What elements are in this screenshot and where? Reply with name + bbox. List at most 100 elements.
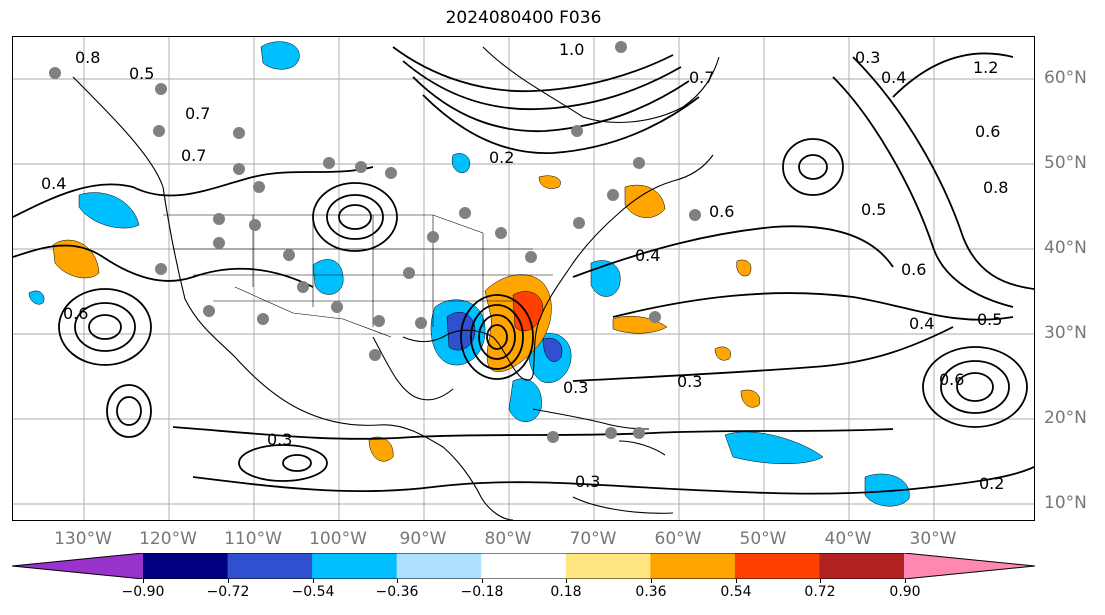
contour-label-layer: 0.8 0.5 0.7 1.0 0.7 0.3 0.4 1.2 0.6 0.8 … xyxy=(41,40,1008,493)
station-markers xyxy=(49,41,701,443)
station-dot xyxy=(571,125,583,137)
station-dot xyxy=(385,167,397,179)
colorbar-tickmark xyxy=(736,579,737,583)
contour-atlantic-north-1 xyxy=(798,154,828,180)
colorbar-tick-label: −0.54 xyxy=(291,584,335,600)
colorbar-segment xyxy=(143,553,229,579)
contour-label: 0.6 xyxy=(975,122,1000,141)
station-dot xyxy=(605,427,617,439)
colorbar-tick-label: 0.54 xyxy=(720,584,752,600)
contour-plains-low-2 xyxy=(326,194,384,240)
contour-north-lowest xyxy=(422,94,700,155)
contour-atlantic-mid-3 xyxy=(572,326,954,382)
contour-west-2 xyxy=(13,244,314,288)
lon-label-80w: 80°W xyxy=(484,529,532,549)
shade-orange-mexico xyxy=(368,436,394,462)
contour-atlantic-high-2 xyxy=(940,360,1010,414)
station-dot xyxy=(573,217,585,229)
contour-low-center-2 xyxy=(478,314,516,360)
shade-orange-atlantic-c xyxy=(736,259,752,277)
station-dot xyxy=(547,431,559,443)
shade-blue-plains xyxy=(312,259,344,295)
contour-atlantic-high-3 xyxy=(922,346,1028,428)
contour-pacific-south-2 xyxy=(106,384,152,438)
borders-states-horizontal xyxy=(173,248,553,302)
colorbar-tick-label: 0.90 xyxy=(889,584,921,600)
coastline xyxy=(72,46,720,520)
contour-label: 0.7 xyxy=(181,146,206,165)
colorbar-segment xyxy=(734,553,820,579)
station-dot xyxy=(415,317,427,329)
contour-label: 0.4 xyxy=(909,314,934,333)
contour-label: 0.3 xyxy=(563,378,588,397)
contour-label: 0.5 xyxy=(129,64,154,83)
colorbar-tick-label: 0.72 xyxy=(804,584,836,600)
contour-label: 0.5 xyxy=(861,200,886,219)
colorbar-segment xyxy=(904,553,1035,579)
contour-label: 0.3 xyxy=(855,48,880,67)
colorbar-tick-label: −0.18 xyxy=(460,584,504,600)
coast-mexico-yucatan xyxy=(372,336,454,401)
contour-atlantic-mid-2 xyxy=(612,292,1014,321)
colorbar-tick-label: 0.18 xyxy=(550,584,582,600)
station-dot xyxy=(495,227,507,239)
contour-low-center-1 xyxy=(486,324,508,350)
contour-pacific-south-1 xyxy=(116,396,142,426)
station-dot xyxy=(459,207,471,219)
contour-label: 0.6 xyxy=(63,304,88,323)
station-dot xyxy=(213,213,225,225)
contour-atlantic-ridge-1 xyxy=(832,76,1014,308)
colorbar-segment xyxy=(12,553,143,579)
contour-label: 0.7 xyxy=(689,68,714,87)
station-dot xyxy=(253,181,265,193)
station-dot xyxy=(49,67,61,79)
colorbar-tickmark xyxy=(228,579,229,583)
colorbar-tickmark xyxy=(397,579,398,583)
contour-plains-low-1 xyxy=(338,204,372,230)
station-dot xyxy=(615,41,627,53)
lon-label-100w: 100°W xyxy=(309,529,367,549)
contour-north-upper xyxy=(392,46,674,93)
contour-label: 0.7 xyxy=(185,104,210,123)
lat-label-60n: 60°N xyxy=(1044,68,1087,88)
colorbar-tickmark xyxy=(905,579,906,583)
shade-orange-atlantic-b xyxy=(740,389,761,408)
station-dot xyxy=(257,313,269,325)
contour-label: 0.6 xyxy=(901,260,926,279)
contour-label: 0.4 xyxy=(41,174,66,193)
contour-pacific-tropical-1 xyxy=(282,454,312,472)
station-dot xyxy=(323,157,335,169)
coast-us-east-gulf xyxy=(442,154,714,381)
contour-label: 0.5 xyxy=(977,310,1002,329)
colorbar-tickmark xyxy=(313,579,314,583)
contour-pacific-high-3 xyxy=(58,288,152,366)
political-borders xyxy=(163,214,553,338)
colorbar-tick-label: −0.36 xyxy=(375,584,419,600)
station-dot xyxy=(525,251,537,263)
station-dot xyxy=(155,83,167,95)
shade-blue-pacific-small xyxy=(28,290,45,305)
contour-pacific-tropical-2 xyxy=(238,444,328,482)
station-dot xyxy=(213,237,225,249)
map-panel: 0.8 0.5 0.7 1.0 0.7 0.3 0.4 1.2 0.6 0.8 … xyxy=(12,36,1035,521)
colorbar-segment xyxy=(819,553,905,579)
colorbar-segment xyxy=(312,553,398,579)
colorbar xyxy=(12,553,1035,579)
station-dot xyxy=(373,315,385,327)
contour-label: 1.0 xyxy=(559,40,584,59)
lon-label-50w: 50°W xyxy=(739,529,787,549)
shade-orange-newfoundland xyxy=(624,184,666,218)
contour-label: 0.6 xyxy=(709,202,734,221)
contour-atlantic-high-1 xyxy=(956,372,994,402)
contour-pacific-high-2 xyxy=(74,302,136,352)
colorbar-segment xyxy=(396,553,482,579)
station-dot xyxy=(233,127,245,139)
contour-label: 0.8 xyxy=(75,48,100,67)
contour-label: 0.2 xyxy=(489,148,514,167)
contour-plains-low-3 xyxy=(312,182,398,252)
contour-tropics-1 xyxy=(192,466,1034,495)
shade-blue-atlantic xyxy=(590,260,621,297)
shade-orange-northeast xyxy=(538,175,561,189)
border-us-mexico xyxy=(234,286,392,338)
station-dot xyxy=(355,161,367,173)
